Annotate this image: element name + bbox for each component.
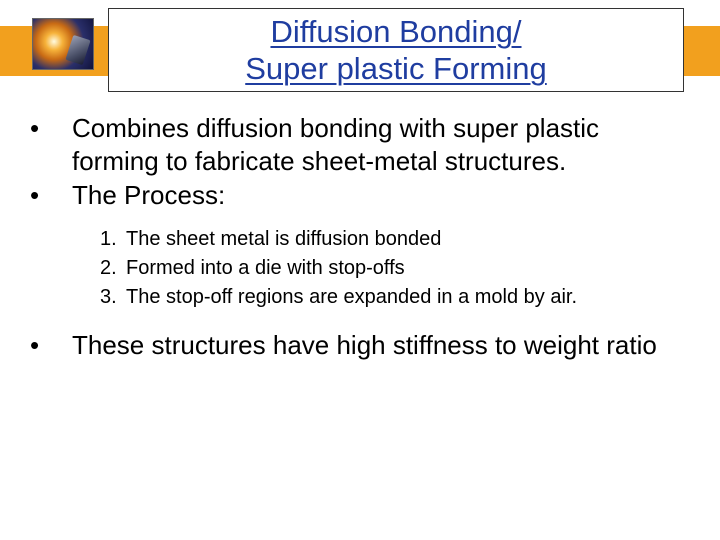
numbered-text: Formed into a die with stop-offs (126, 255, 692, 282)
numbered-marker: 1. (100, 226, 126, 253)
slide-thumbnail-image (32, 18, 94, 70)
bullet-text: These structures have high stiffness to … (72, 329, 692, 362)
content-area: • Combines diffusion bonding with super … (28, 112, 692, 363)
numbered-item: 2. Formed into a die with stop-offs (100, 255, 692, 282)
numbered-item: 3. The stop-off regions are expanded in … (100, 284, 692, 311)
bullet-item: • These structures have high stiffness t… (28, 329, 692, 362)
bullet-marker: • (28, 179, 72, 212)
title-line-1: Diffusion Bonding/ (270, 13, 521, 50)
title-box: Diffusion Bonding/ Super plastic Forming (108, 8, 684, 92)
bullet-marker: • (28, 329, 72, 362)
bullet-item: • The Process: (28, 179, 692, 212)
numbered-text: The stop-off regions are expanded in a m… (126, 284, 692, 311)
numbered-marker: 3. (100, 284, 126, 311)
bullet-marker: • (28, 112, 72, 145)
numbered-marker: 2. (100, 255, 126, 282)
numbered-text: The sheet metal is diffusion bonded (126, 226, 692, 253)
title-line-2: Super plastic Forming (245, 50, 547, 87)
bullet-text: The Process: (72, 179, 692, 212)
bullet-text: Combines diffusion bonding with super pl… (72, 112, 692, 177)
numbered-item: 1. The sheet metal is diffusion bonded (100, 226, 692, 253)
numbered-list: 1. The sheet metal is diffusion bonded 2… (28, 226, 692, 311)
bullet-item: • Combines diffusion bonding with super … (28, 112, 692, 177)
